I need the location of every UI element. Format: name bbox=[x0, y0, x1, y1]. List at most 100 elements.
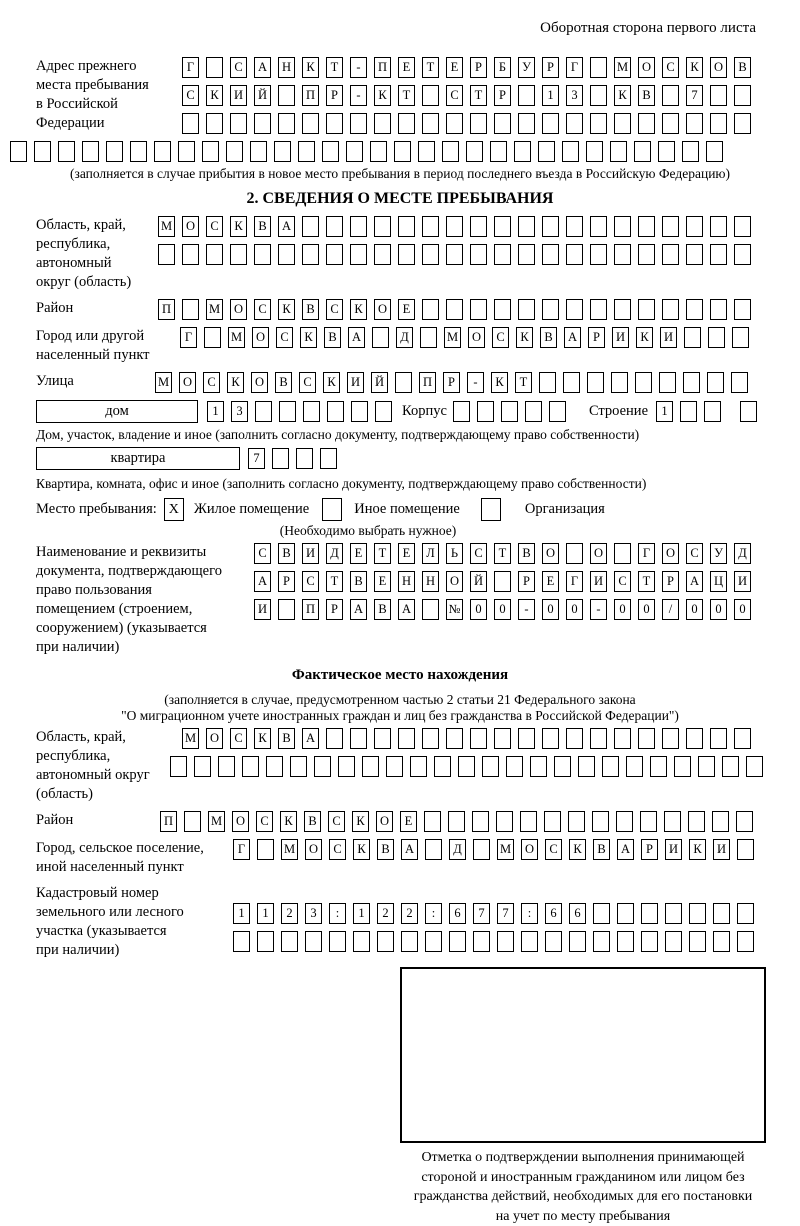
char-cell[interactable]: М bbox=[158, 216, 175, 237]
char-cell[interactable]: О bbox=[446, 571, 463, 592]
char-cell[interactable] bbox=[710, 244, 727, 265]
char-cell[interactable]: Р bbox=[326, 599, 343, 620]
char-cell[interactable] bbox=[569, 931, 586, 952]
char-cell[interactable] bbox=[638, 728, 655, 749]
char-cell[interactable] bbox=[482, 756, 499, 777]
char-cell[interactable] bbox=[370, 141, 387, 162]
char-cell[interactable] bbox=[626, 756, 643, 777]
char-cell[interactable] bbox=[635, 372, 652, 393]
char-cell[interactable]: В bbox=[324, 327, 341, 348]
char-cell[interactable]: - bbox=[518, 599, 535, 620]
apartment-box[interactable]: квартира bbox=[36, 447, 240, 470]
char-cell[interactable]: К bbox=[206, 85, 223, 106]
char-cell[interactable] bbox=[422, 216, 439, 237]
char-cell[interactable]: - bbox=[467, 372, 484, 393]
char-cell[interactable] bbox=[266, 756, 283, 777]
char-cell[interactable] bbox=[713, 931, 730, 952]
char-cell[interactable]: Д bbox=[396, 327, 413, 348]
char-cell[interactable] bbox=[722, 756, 739, 777]
char-cell[interactable] bbox=[375, 401, 393, 422]
char-cell[interactable]: О bbox=[468, 327, 485, 348]
char-cell[interactable] bbox=[374, 244, 391, 265]
char-cell[interactable]: И bbox=[612, 327, 629, 348]
char-cell[interactable] bbox=[518, 728, 535, 749]
char-cell[interactable] bbox=[424, 811, 441, 832]
char-cell[interactable]: К bbox=[227, 372, 244, 393]
char-cell[interactable] bbox=[34, 141, 51, 162]
char-cell[interactable] bbox=[688, 811, 705, 832]
char-cell[interactable] bbox=[398, 113, 415, 134]
char-cell[interactable]: Т bbox=[374, 543, 391, 564]
char-cell[interactable] bbox=[184, 811, 201, 832]
char-cell[interactable]: 0 bbox=[566, 599, 583, 620]
prev-address-grid-row-3[interactable] bbox=[182, 113, 758, 134]
char-cell[interactable]: 1 bbox=[233, 903, 250, 924]
char-cell[interactable] bbox=[422, 85, 439, 106]
char-cell[interactable] bbox=[734, 299, 751, 320]
char-cell[interactable] bbox=[659, 372, 676, 393]
char-cell[interactable]: С bbox=[662, 57, 679, 78]
char-cell[interactable] bbox=[662, 728, 679, 749]
char-cell[interactable] bbox=[494, 113, 511, 134]
char-cell[interactable] bbox=[466, 141, 483, 162]
char-cell[interactable]: Й bbox=[254, 85, 271, 106]
char-cell[interactable]: К bbox=[278, 299, 295, 320]
char-cell[interactable] bbox=[320, 448, 337, 469]
char-cell[interactable] bbox=[178, 141, 195, 162]
char-cell[interactable] bbox=[518, 113, 535, 134]
char-cell[interactable] bbox=[617, 931, 634, 952]
char-cell[interactable] bbox=[425, 839, 442, 860]
char-cell[interactable] bbox=[641, 903, 658, 924]
char-cell[interactable] bbox=[734, 728, 751, 749]
char-cell[interactable] bbox=[737, 839, 754, 860]
char-cell[interactable]: С bbox=[686, 543, 703, 564]
char-cell[interactable]: Р bbox=[470, 57, 487, 78]
char-cell[interactable] bbox=[548, 401, 566, 422]
char-cell[interactable] bbox=[590, 57, 607, 78]
char-cell[interactable] bbox=[566, 299, 583, 320]
char-cell[interactable] bbox=[736, 811, 753, 832]
char-cell[interactable]: О bbox=[662, 543, 679, 564]
char-cell[interactable] bbox=[476, 401, 494, 422]
char-cell[interactable] bbox=[638, 244, 655, 265]
char-cell[interactable]: К bbox=[254, 728, 271, 749]
char-cell[interactable] bbox=[590, 85, 607, 106]
char-cell[interactable]: М bbox=[281, 839, 298, 860]
char-cell[interactable] bbox=[590, 216, 607, 237]
char-cell[interactable] bbox=[740, 401, 757, 422]
char-cell[interactable] bbox=[641, 931, 658, 952]
char-cell[interactable] bbox=[329, 931, 346, 952]
char-cell[interactable]: А bbox=[278, 216, 295, 237]
char-cell[interactable] bbox=[182, 299, 199, 320]
char-cell[interactable]: О bbox=[374, 299, 391, 320]
char-cell[interactable] bbox=[458, 756, 475, 777]
char-cell[interactable]: О bbox=[230, 299, 247, 320]
char-cell[interactable] bbox=[614, 299, 631, 320]
char-cell[interactable] bbox=[298, 141, 315, 162]
char-cell[interactable]: О bbox=[252, 327, 269, 348]
char-cell[interactable]: Т bbox=[326, 57, 343, 78]
char-cell[interactable]: В bbox=[734, 57, 751, 78]
char-cell[interactable] bbox=[530, 756, 547, 777]
char-cell[interactable]: Т bbox=[398, 85, 415, 106]
char-cell[interactable]: У bbox=[518, 57, 535, 78]
char-cell[interactable] bbox=[590, 244, 607, 265]
char-cell[interactable]: К bbox=[636, 327, 653, 348]
char-cell[interactable]: 0 bbox=[638, 599, 655, 620]
char-cell[interactable] bbox=[494, 216, 511, 237]
char-cell[interactable] bbox=[686, 728, 703, 749]
checkbox-organization[interactable] bbox=[480, 498, 501, 521]
char-cell[interactable] bbox=[680, 401, 697, 422]
char-cell[interactable] bbox=[614, 543, 631, 564]
char-cell[interactable] bbox=[422, 113, 439, 134]
char-cell[interactable]: О bbox=[232, 811, 249, 832]
char-cell[interactable]: П bbox=[419, 372, 436, 393]
